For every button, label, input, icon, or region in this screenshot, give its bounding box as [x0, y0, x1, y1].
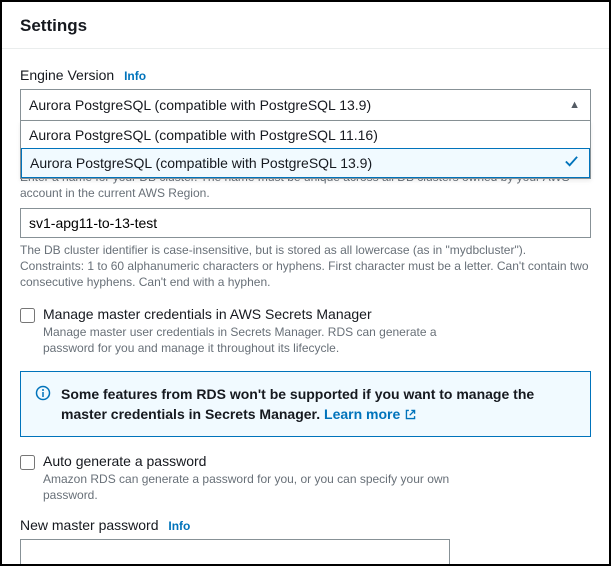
engine-version-selected-text: Aurora PostgreSQL (compatible with Postg… — [29, 97, 371, 113]
engine-version-info-link[interactable]: Info — [124, 69, 146, 83]
new-password-label: New master password — [20, 517, 159, 533]
info-icon — [35, 385, 51, 404]
engine-version-option[interactable]: Aurora PostgreSQL (compatible with Postg… — [21, 121, 590, 149]
external-link-icon — [404, 408, 417, 421]
settings-panel: Settings Engine Version Info Aurora Post… — [0, 0, 611, 566]
engine-version-option-label: Aurora PostgreSQL (compatible with Postg… — [29, 127, 378, 143]
alert-message: Some features from RDS won't be supporte… — [61, 386, 534, 422]
engine-version-label: Engine Version — [20, 67, 114, 83]
auto-generate-password-checkbox[interactable] — [20, 455, 35, 470]
manage-secrets-label: Manage master credentials in AWS Secrets… — [43, 306, 473, 322]
panel-body: Engine Version Info Aurora PostgreSQL (c… — [2, 49, 609, 566]
alert-text: Some features from RDS won't be supporte… — [61, 384, 576, 425]
learn-more-label: Learn more — [324, 406, 400, 422]
new-password-label-row: New master password Info — [20, 517, 591, 533]
manage-secrets-checkbox-row: Manage master credentials in AWS Secrets… — [20, 306, 591, 356]
engine-version-option-label: Aurora PostgreSQL (compatible with Postg… — [30, 155, 372, 171]
auto-generate-checkbox-row: Auto generate a password Amazon RDS can … — [20, 453, 591, 503]
engine-version-label-row: Engine Version Info — [20, 67, 591, 83]
new-master-password-input[interactable] — [20, 539, 450, 566]
chevron-up-icon: ▲ — [569, 98, 580, 112]
cluster-id-help-below: The DB cluster identifier is case-insens… — [20, 242, 591, 291]
auto-generate-label: Auto generate a password — [43, 453, 473, 469]
learn-more-link[interactable]: Learn more — [324, 406, 417, 422]
secrets-manager-alert: Some features from RDS won't be supporte… — [20, 371, 591, 438]
check-icon — [564, 154, 579, 172]
manage-secrets-sublabel: Manage master user credentials in Secret… — [43, 324, 473, 356]
panel-title: Settings — [20, 16, 591, 36]
manage-secrets-checkbox[interactable] — [20, 308, 35, 323]
db-cluster-identifier-input[interactable] — [20, 208, 591, 238]
engine-version-option[interactable]: Aurora PostgreSQL (compatible with Postg… — [21, 148, 590, 178]
new-password-info-link[interactable]: Info — [168, 519, 190, 533]
engine-version-select[interactable]: Aurora PostgreSQL (compatible with Postg… — [20, 89, 591, 121]
auto-generate-sublabel: Amazon RDS can generate a password for y… — [43, 471, 473, 503]
engine-version-select-display[interactable]: Aurora PostgreSQL (compatible with Postg… — [20, 89, 591, 121]
engine-version-dropdown: Aurora PostgreSQL (compatible with Postg… — [20, 121, 591, 179]
panel-header: Settings — [2, 2, 609, 49]
